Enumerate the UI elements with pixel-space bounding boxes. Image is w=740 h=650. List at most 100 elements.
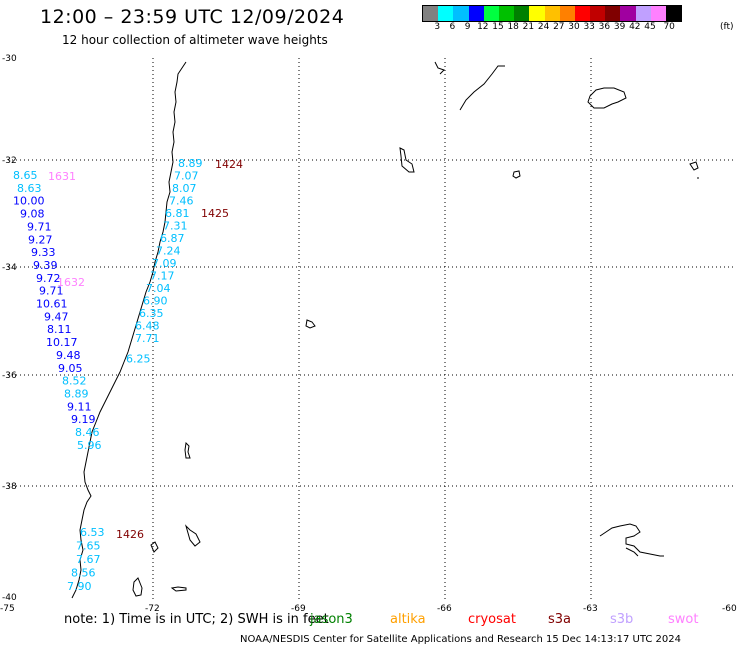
wave-height-value: 10.00 — [13, 195, 45, 208]
lon-tick-label: -66 — [437, 604, 452, 614]
satellite-legend-item: s3a — [548, 612, 572, 627]
pass-number-label: 1426 — [116, 528, 144, 541]
satellite-legend-item: altika — [390, 612, 426, 627]
lake-east — [587, 87, 627, 109]
wave-height-value: 8.56 — [71, 567, 96, 580]
color-legend — [422, 5, 683, 22]
wave-height-value: 6.53 — [80, 526, 105, 539]
wave-height-value: 6.87 — [160, 232, 185, 245]
note-text: note: 1) Time is in UTC; 2) SWH is in fe… — [64, 612, 329, 627]
legend-swatch — [498, 6, 515, 21]
legend-label: 39 — [613, 22, 626, 32]
lat-tick-label: -32 — [2, 156, 17, 166]
legend-swatch — [453, 6, 469, 21]
wave-height-value: 8.07 — [172, 182, 197, 195]
legend-label: 30 — [568, 22, 580, 32]
lat-tick-label: -36 — [2, 371, 17, 381]
wave-height-value: 9.19 — [71, 413, 96, 426]
wave-height-value: 9.47 — [44, 310, 69, 323]
wave-height-value: 7.71 — [135, 332, 160, 345]
footer-credit: NOAA/NESDIS Center for Satellite Applica… — [240, 634, 682, 645]
lon-tick-label: -69 — [291, 604, 306, 614]
island-small-3 — [150, 541, 159, 553]
wave-height-value: 6.25 — [126, 353, 151, 366]
wave-height-value: 9.72 — [36, 272, 61, 285]
legend-swatch — [666, 6, 682, 21]
map-axis-labels: -30 -32 -34 -36 -38 -40-75 -72 -69 -66 -63 -60 — [0, 54, 737, 614]
lake-1 — [184, 441, 191, 459]
satellite-legend-item: swot — [668, 612, 699, 627]
coastline-peninsula-valdes — [599, 523, 664, 557]
satellite-legend-item: jason3 — [310, 612, 353, 627]
legend-label: 18 — [507, 22, 519, 32]
wave-height-value: 7.07 — [174, 170, 199, 183]
wave-height-value: 9.71 — [27, 220, 52, 233]
legend-swatch — [574, 6, 591, 21]
legend-swatch — [468, 6, 484, 21]
wave-height-value: 8.89 — [64, 387, 89, 400]
legend-label: 45 — [644, 22, 656, 32]
wave-height-value: 9.71 — [39, 285, 64, 298]
legend-label: 12 — [477, 22, 489, 32]
lake-mid — [305, 319, 316, 329]
legend-swatch — [605, 6, 621, 21]
wave-height-value: 7.65 — [76, 540, 101, 553]
legend-swatch — [635, 6, 651, 21]
island-east-small — [689, 161, 699, 179]
wave-height-value: 10.61 — [36, 298, 68, 311]
legend-swatch — [559, 6, 575, 21]
legend-label: 42 — [629, 22, 641, 32]
island-small-1 — [170, 586, 187, 592]
legend-label: 3 — [434, 22, 441, 32]
map-grid — [8, 58, 735, 600]
legend-swatch — [590, 6, 606, 21]
wave-height-value: 8.89 — [178, 157, 203, 170]
wave-height-value: 6.90 — [143, 295, 168, 308]
wave-height-value: 8.11 — [47, 323, 72, 336]
wave-height-value: 10.17 — [46, 336, 78, 349]
lon-tick-label: -72 — [145, 604, 160, 614]
wave-height-value: 9.08 — [20, 208, 45, 221]
lon-tick-label: -60 — [722, 604, 737, 614]
legend-swatch — [529, 6, 545, 21]
legend-label: 24 — [537, 22, 550, 32]
wave-height-value: 9.11 — [67, 400, 92, 413]
wave-height-value: 7.17 — [150, 270, 175, 283]
wave-height-value: 7.90 — [67, 580, 92, 593]
wave-height-value: 6.81 — [165, 207, 190, 220]
wave-height-value: 7.67 — [76, 553, 101, 566]
wave-height-value: 7.31 — [163, 220, 188, 233]
lon-tick-label: -63 — [583, 604, 598, 614]
wave-height-value: 8.46 — [75, 426, 100, 439]
island-small-2 — [184, 524, 201, 547]
wave-height-value: 5.96 — [77, 439, 102, 452]
coastline-chile — [71, 61, 187, 599]
pass-number-label: 1425 — [201, 207, 229, 220]
lat-tick-label: -38 — [2, 482, 17, 492]
wave-height-value: 7.46 — [169, 195, 194, 208]
satellite-legend-item: s3b — [610, 612, 634, 627]
lat-tick-label: -34 — [2, 263, 17, 273]
legend-label: 27 — [553, 22, 565, 32]
legend-swatch — [544, 6, 560, 21]
map-title: 12:00 – 23:59 UTC 12/09/2024 — [40, 6, 345, 28]
color-legend-unit: (ft) — [720, 22, 734, 32]
map-subtitle: 12 hour collection of altimeter wave hei… — [62, 33, 328, 47]
wave-height-value: 8.65 — [13, 169, 38, 182]
wave-height-value: 9.39 — [33, 259, 58, 272]
legend-swatch — [438, 6, 454, 21]
legend-swatch — [650, 6, 666, 21]
wave-height-value: 6.35 — [139, 307, 164, 320]
lon-tick-label: -75 — [0, 604, 15, 614]
legend-label: 6 — [449, 22, 456, 32]
wave-height-value: 6.48 — [135, 320, 160, 333]
wave-height-value: 7.04 — [146, 282, 171, 295]
wave-height-value: 8.63 — [17, 182, 42, 195]
pass-number-label: 1631 — [48, 170, 76, 183]
island-sierra — [512, 170, 521, 179]
wave-height-value: 7.09 — [152, 257, 177, 270]
legend-label: 15 — [492, 22, 504, 32]
wave-height-value: 9.05 — [58, 362, 83, 375]
lake-mar-chiquita — [399, 147, 415, 173]
